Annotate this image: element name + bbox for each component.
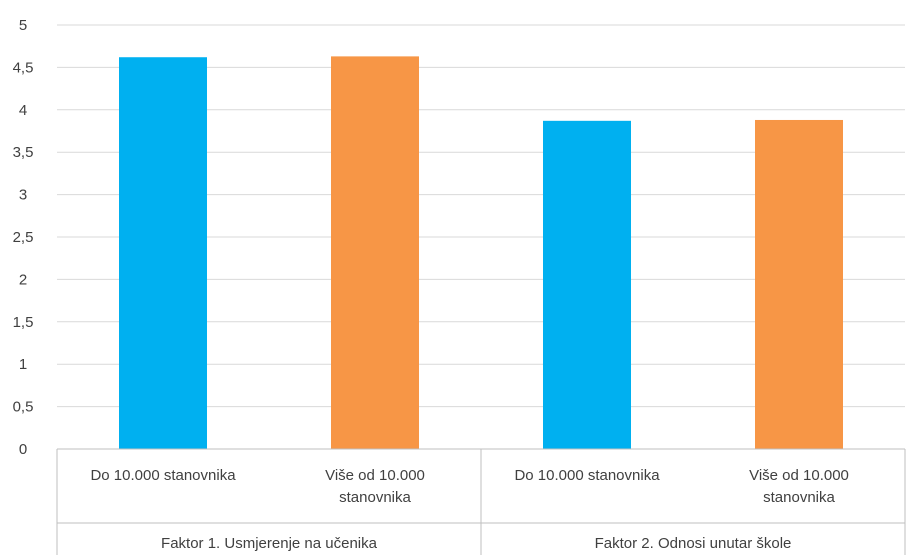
y-axis: 0 0,5 1 1,5 2 2,5 3 3,5 4 4,5 5 xyxy=(13,17,34,458)
x-tick-label: Do 10.000 stanovnika xyxy=(90,467,236,484)
y-tick-label: 3,5 xyxy=(13,144,34,161)
bars xyxy=(119,56,843,449)
bar xyxy=(755,119,843,449)
y-tick-label: 3 xyxy=(19,187,27,204)
x-tick-label: stanovnika xyxy=(339,489,411,506)
group-label: Faktor 1. Usmjerenje na učenika xyxy=(161,535,378,552)
y-tick-label: 0,5 xyxy=(13,399,34,416)
y-tick-label: 2 xyxy=(19,271,27,288)
y-tick-label: 5 xyxy=(19,17,27,34)
bar xyxy=(543,120,631,449)
x-tick-label: Do 10.000 stanovnika xyxy=(514,467,660,484)
y-tick-label: 2,5 xyxy=(13,229,34,246)
bar xyxy=(119,57,207,449)
x-axis: Do 10.000 stanovnika Više od 10.000 stanov… xyxy=(56,448,906,555)
bar xyxy=(331,56,419,449)
y-tick-label: 4,5 xyxy=(13,59,34,76)
x-tick-label: stanovnika xyxy=(763,489,835,506)
y-tick-label: 1,5 xyxy=(13,314,34,331)
x-tick-label: Više od 10.000 xyxy=(325,467,425,484)
y-tick-label: 4 xyxy=(19,102,27,119)
group-label: Faktor 2. Odnosi unutar škole xyxy=(595,535,792,552)
x-tick-label: Više od 10.000 xyxy=(749,467,849,484)
y-tick-label: 0 xyxy=(19,441,27,458)
y-tick-label: 1 xyxy=(19,356,27,373)
